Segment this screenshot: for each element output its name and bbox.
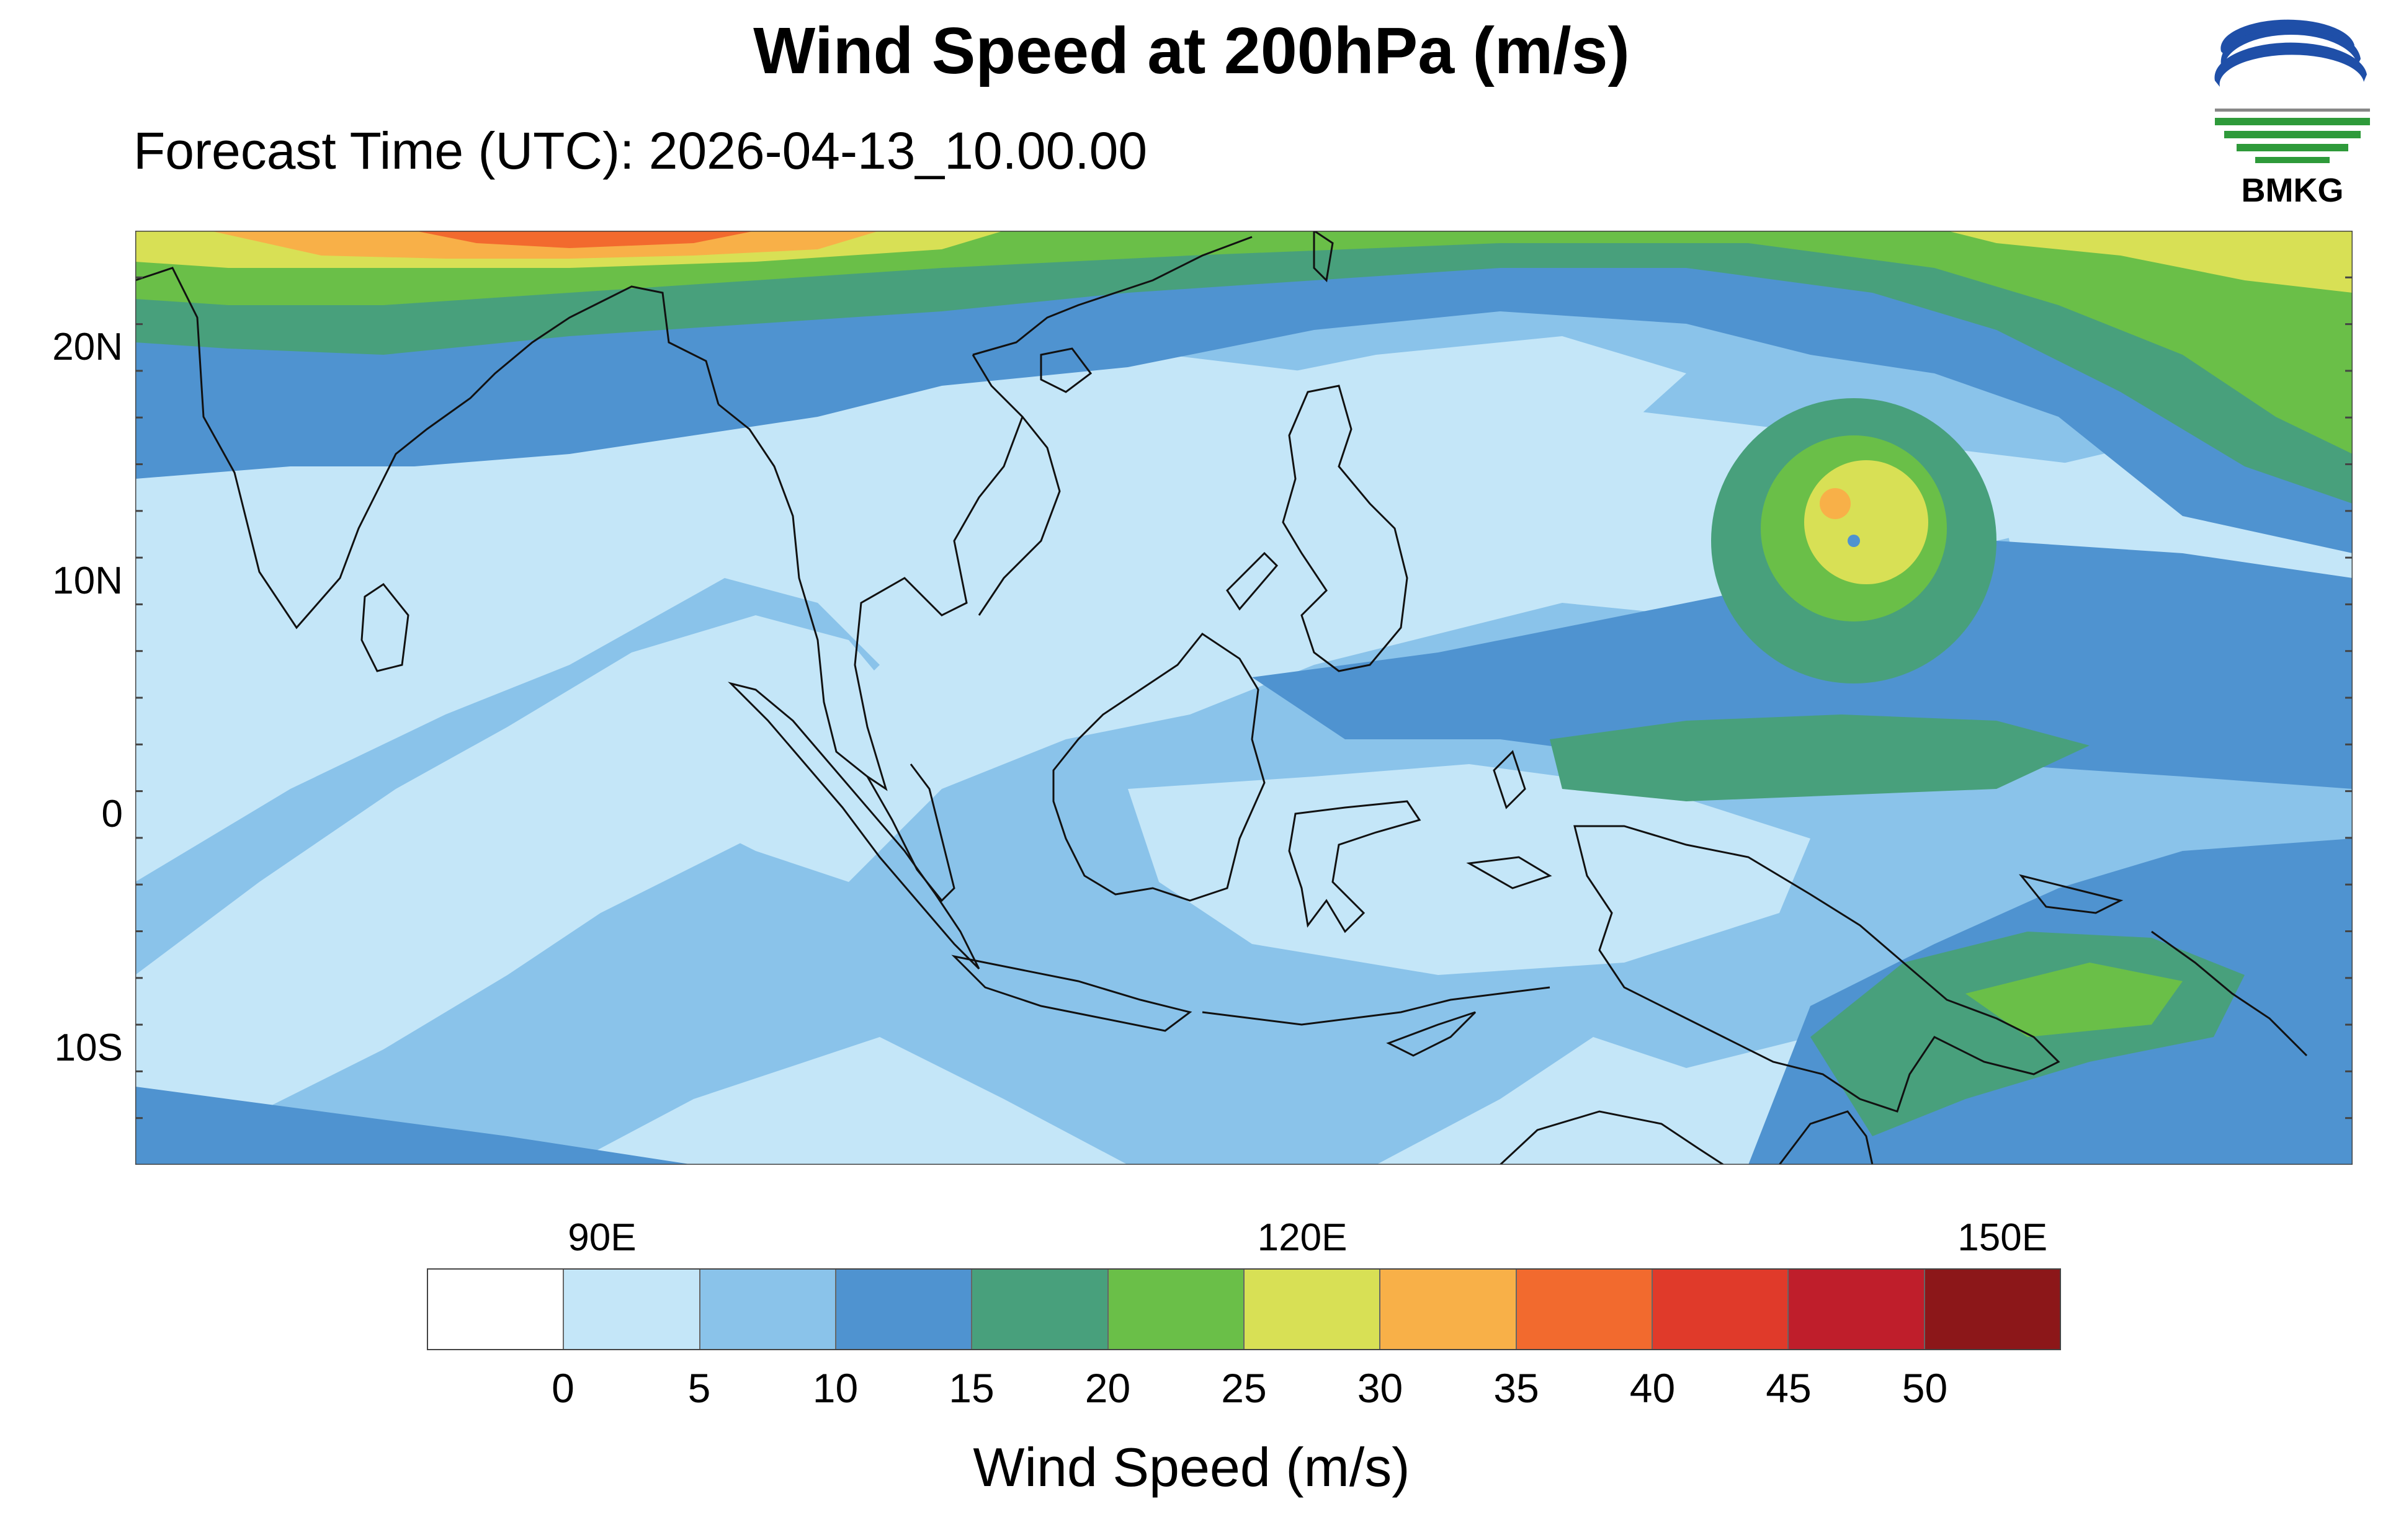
colorbar-box [1652,1270,1789,1349]
colorbar-tick-label: 5 [687,1365,711,1411]
field-0-5-patch2 [1128,764,1810,975]
colorbar-box [428,1270,565,1349]
field-35-40 [414,231,756,248]
field-25-30-ne [1947,231,2353,293]
typhoon-ring-30 [1820,488,1851,519]
lat-label: 0 [101,793,123,836]
coast-burma-thai [718,354,1024,791]
bmkg-logo: BMKG [2209,16,2376,214]
colorbar-title: Wind Speed (m/s) [973,1436,1410,1498]
field-5-10 [135,231,2353,1165]
colorbar-box [1244,1270,1381,1349]
coast-sumatra [728,682,980,970]
colorbar [427,1268,2061,1350]
lon-label: 120E [1257,1216,1348,1259]
colorbar-tick-label: 45 [1766,1365,1812,1411]
coast-palawan [1226,551,1279,611]
coast-borneo [1052,632,1266,902]
colorbar-box [1789,1270,1925,1349]
field-0-5-patch [135,615,911,1149]
colorbar-box [836,1270,973,1349]
colorbar-box [700,1270,836,1349]
coast-vietnam-south [978,416,1061,616]
coast-taiwan [1313,231,1334,283]
typhoon-ring-25 [1804,460,1928,584]
bmkg-logo-icon: BMKG [2214,19,2370,209]
lat-label: 10S [54,1026,123,1069]
typhoon-eye [1848,535,1860,547]
colorbar-tick-label: 40 [1629,1365,1676,1411]
coast-philippines [1282,385,1408,672]
colorbar-tick-label: 30 [1357,1365,1403,1411]
colorbar-box [564,1270,700,1349]
colorbar-tick-label: 25 [1221,1365,1267,1411]
colorbar-tick-label: 35 [1493,1365,1539,1411]
coast-srilanka [360,582,409,672]
coast-india [135,267,720,630]
colorbar-tick-label: 20 [1084,1365,1131,1411]
coastlines [135,231,2308,1165]
coast-australia-east [1778,1110,1874,1165]
colorbar-box [1925,1270,2060,1349]
field-15-20-north [135,231,2353,504]
coast-solomons [2151,930,2308,1057]
colorbar-box [1108,1270,1245,1349]
colorbar-box [972,1270,1109,1349]
colorbar-tick-label: 0 [552,1365,575,1411]
coast-timor [1386,1011,1477,1057]
field-10-15-west [135,1087,694,1165]
lon-label: 150E [1957,1216,2048,1259]
coast-malaya [866,763,955,902]
axis-ticks [135,231,2353,1165]
colorbar-tick-label: 10 [812,1365,859,1411]
colorbar-tick-label: 15 [949,1365,995,1411]
coast-australia [1499,1110,1724,1165]
coast-lesser-sunda [1202,986,1550,1026]
coast-maluku [1466,856,1552,889]
chart-title: Wind Speed at 200hPa (m/s) [753,14,1630,87]
colorbar-tick-label: 50 [1902,1365,1948,1411]
forecast-time: Forecast Time (UTC): 2026-04-13_10.00.00 [133,122,1148,180]
colorbar-box [1516,1270,1653,1349]
field-20-25-png [1965,963,2183,1037]
field-15-20-eq [1550,714,2090,801]
field-0-5-patch3 [1190,336,1686,479]
logo-text: BMKG [2242,172,2344,209]
wind-speed-map [135,231,2353,1165]
coast-new-britain [2019,874,2124,914]
coast-sulawesi [1288,800,1421,933]
lon-label: 90E [568,1216,637,1259]
colorbar-box [1380,1270,1517,1349]
coast-java [951,955,1192,1032]
coast-new-guinea [1573,825,2060,1113]
lat-label: 20N [52,326,123,369]
lat-label: 10N [52,559,123,602]
coast-hainan [1040,347,1093,393]
coast-halmahera [1493,750,1526,809]
coast-vietnam [972,236,1253,356]
